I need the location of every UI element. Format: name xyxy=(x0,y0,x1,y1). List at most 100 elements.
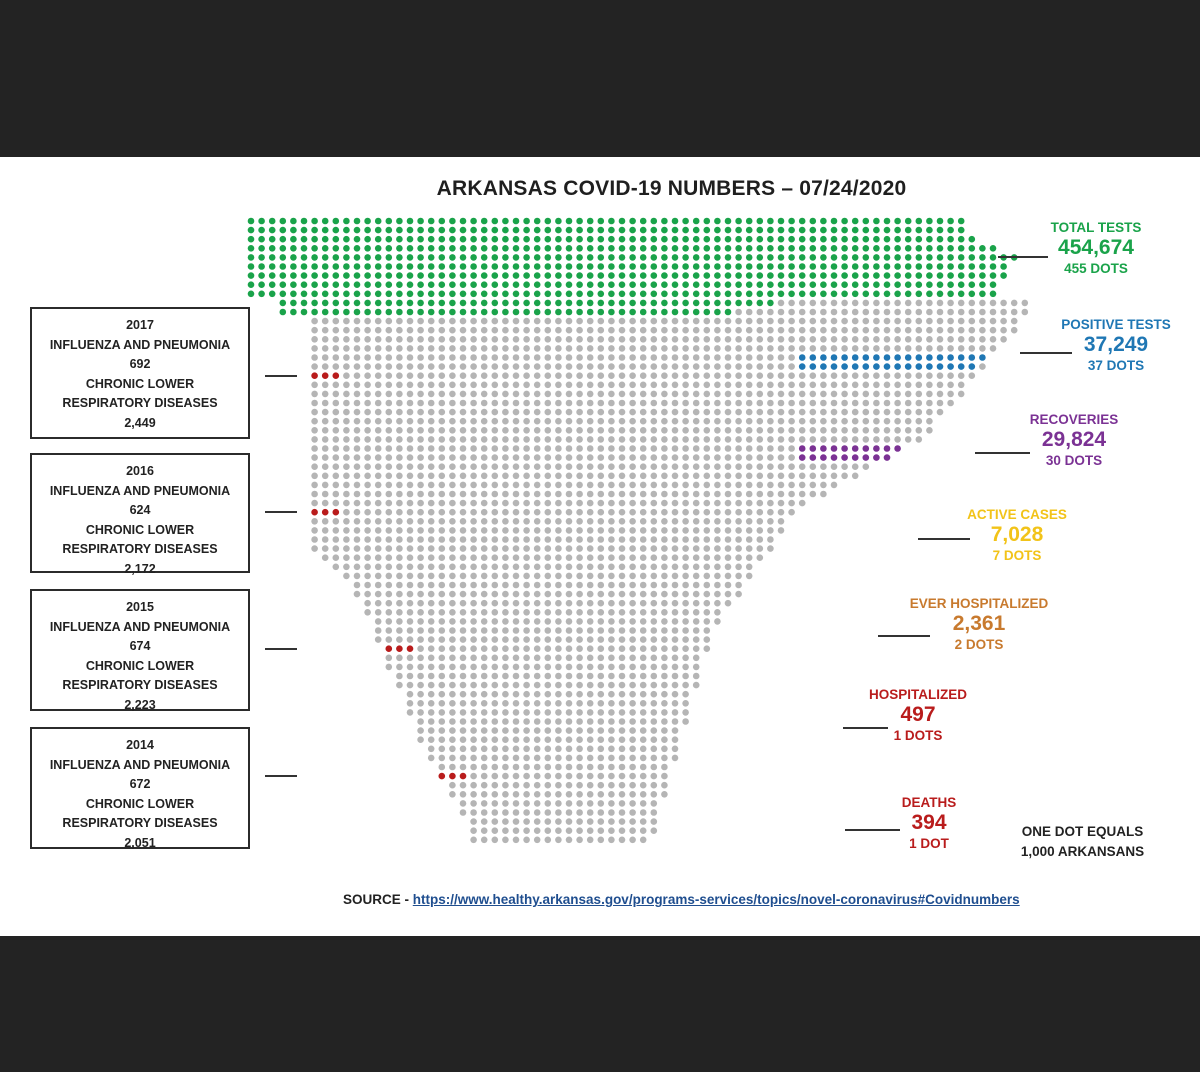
tests-dot xyxy=(915,290,923,298)
grey-dot xyxy=(427,381,435,389)
grey-dot xyxy=(576,681,583,689)
grey-dot xyxy=(724,463,732,471)
grey-dot xyxy=(714,372,721,379)
grey-dot xyxy=(480,672,488,680)
positive-dot xyxy=(936,354,944,361)
tests-dot xyxy=(714,299,721,307)
grey-dot xyxy=(417,654,424,662)
grey-dot xyxy=(777,317,785,325)
tests-dot xyxy=(565,299,573,307)
grey-dot xyxy=(586,499,594,507)
tests-dot xyxy=(258,245,265,252)
grey-dot xyxy=(904,308,912,316)
tests-dot xyxy=(576,217,583,225)
tests-dot xyxy=(353,299,361,307)
grey-dot xyxy=(449,636,456,643)
grey-dot xyxy=(650,408,658,416)
tests-dot xyxy=(374,217,382,225)
tests-dot xyxy=(798,245,806,252)
grey-dot xyxy=(343,363,350,370)
grey-dot xyxy=(311,417,318,425)
source-link[interactable]: https://www.healthy.arkansas.gov/program… xyxy=(412,892,1020,907)
grey-dot xyxy=(714,454,721,461)
grey-dot xyxy=(735,527,742,534)
grey-dot xyxy=(480,772,488,780)
tests-dot xyxy=(661,217,668,225)
grey-dot xyxy=(586,481,594,489)
grey-dot xyxy=(608,772,615,780)
tests-dot xyxy=(851,235,859,243)
grey-dot xyxy=(735,463,742,471)
grey-dot xyxy=(618,681,626,689)
tests-dot xyxy=(353,272,361,279)
tests-dot xyxy=(332,254,340,261)
grey-dot xyxy=(353,445,361,452)
tests-dot xyxy=(629,245,636,252)
grey-dot xyxy=(586,390,594,398)
grey-dot xyxy=(756,345,764,352)
grey-dot xyxy=(745,454,753,461)
comparison-leader-line xyxy=(265,647,297,650)
grey-dot xyxy=(427,372,435,379)
tests-dot xyxy=(417,281,424,288)
tests-dot xyxy=(247,272,255,279)
tests-dot xyxy=(926,226,933,234)
grey-dot xyxy=(820,490,827,498)
grey-dot xyxy=(883,408,891,416)
grey-dot xyxy=(449,454,456,461)
grey-dot xyxy=(947,317,954,325)
grey-dot xyxy=(767,545,774,552)
grey-dot xyxy=(639,745,647,753)
tests-dot xyxy=(756,263,764,270)
grey-dot xyxy=(724,354,732,361)
tests-dot xyxy=(502,290,509,298)
tests-dot xyxy=(947,263,954,270)
grey-dot xyxy=(512,554,520,561)
tests-dot xyxy=(671,254,679,261)
grey-dot xyxy=(438,590,446,598)
grey-dot xyxy=(682,454,689,461)
tests-dot xyxy=(438,235,446,243)
tests-dot xyxy=(406,272,414,279)
tests-dot xyxy=(841,263,848,270)
grey-dot xyxy=(661,690,668,698)
grey-dot xyxy=(692,354,700,361)
grey-dot xyxy=(926,427,933,434)
grey-dot xyxy=(512,436,520,443)
grey-dot xyxy=(979,317,986,325)
comparison-year: 2017 xyxy=(126,318,154,332)
tests-dot xyxy=(353,308,361,316)
tests-dot xyxy=(311,263,318,270)
grey-dot xyxy=(555,609,562,616)
tests-dot xyxy=(809,235,817,243)
tests-dot xyxy=(406,217,414,225)
grey-dot xyxy=(533,609,541,616)
grey-dot xyxy=(618,536,626,543)
grey-dot xyxy=(364,445,371,452)
grey-dot xyxy=(597,508,605,516)
grey-dot xyxy=(523,390,530,398)
tests-dot xyxy=(671,290,679,298)
grey-dot xyxy=(735,472,742,480)
grey-dot xyxy=(1021,308,1029,316)
grey-dot xyxy=(661,618,668,625)
grey-dot xyxy=(830,390,838,398)
grey-dot xyxy=(353,399,361,407)
grey-dot xyxy=(406,490,414,498)
grey-dot xyxy=(396,536,403,543)
tests-dot xyxy=(353,235,361,243)
dot-legend-note: ONE DOT EQUALS 1,000 ARKANSANS xyxy=(1000,822,1165,862)
grey-dot xyxy=(502,645,509,652)
grey-dot xyxy=(533,536,541,543)
grey-dot xyxy=(798,390,806,398)
comparison-flu: 692 xyxy=(129,357,151,372)
grey-dot xyxy=(798,436,806,443)
tests-dot xyxy=(714,226,721,234)
tests-dot xyxy=(374,245,382,252)
grey-dot xyxy=(343,427,350,434)
grey-dot xyxy=(682,463,689,471)
grey-dot xyxy=(703,336,711,343)
grey-dot xyxy=(936,399,944,407)
grey-dot xyxy=(512,809,520,816)
tests-dot xyxy=(629,263,636,270)
